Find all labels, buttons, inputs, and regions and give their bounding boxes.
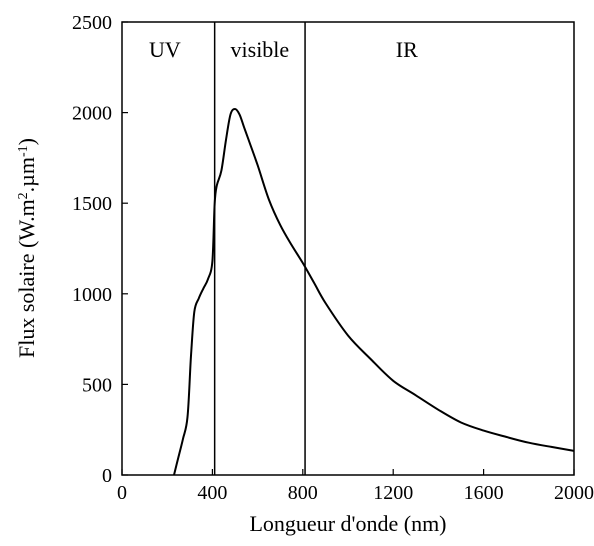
- region-label: UV: [149, 37, 181, 62]
- plot-frame: [121, 21, 575, 476]
- y-tick-label: 1000: [72, 284, 112, 306]
- x-axis-ticks: 0 400 800 1200 1600 2000: [117, 469, 594, 504]
- y-tick-label: 500: [82, 374, 112, 396]
- x-tick-label: 800: [288, 482, 318, 504]
- x-tick-label: 2000: [554, 482, 594, 504]
- x-tick-label: 0: [117, 482, 127, 504]
- y-tick-label: 0: [102, 465, 112, 487]
- x-tick-label: 1600: [464, 482, 504, 504]
- x-tick-label: 1200: [373, 482, 413, 504]
- region-labels: UV visible IR: [149, 37, 418, 62]
- region-label: visible: [231, 37, 290, 62]
- solar-flux-curve: [173, 107, 575, 476]
- x-axis-title: Longueur d'onde (nm): [249, 511, 446, 536]
- y-tick-label: 2000: [72, 103, 112, 125]
- region-label: IR: [396, 37, 418, 62]
- x-tick-label: 400: [197, 482, 227, 504]
- region-dividers: [213, 22, 306, 475]
- y-axis-title: Flux solaire (W.m2.µm-1): [14, 138, 39, 358]
- y-tick-label: 1500: [72, 193, 112, 215]
- y-axis-ticks: 0 500 1000 1500 2000 2500: [72, 12, 128, 487]
- y-tick-label: 2500: [72, 12, 112, 34]
